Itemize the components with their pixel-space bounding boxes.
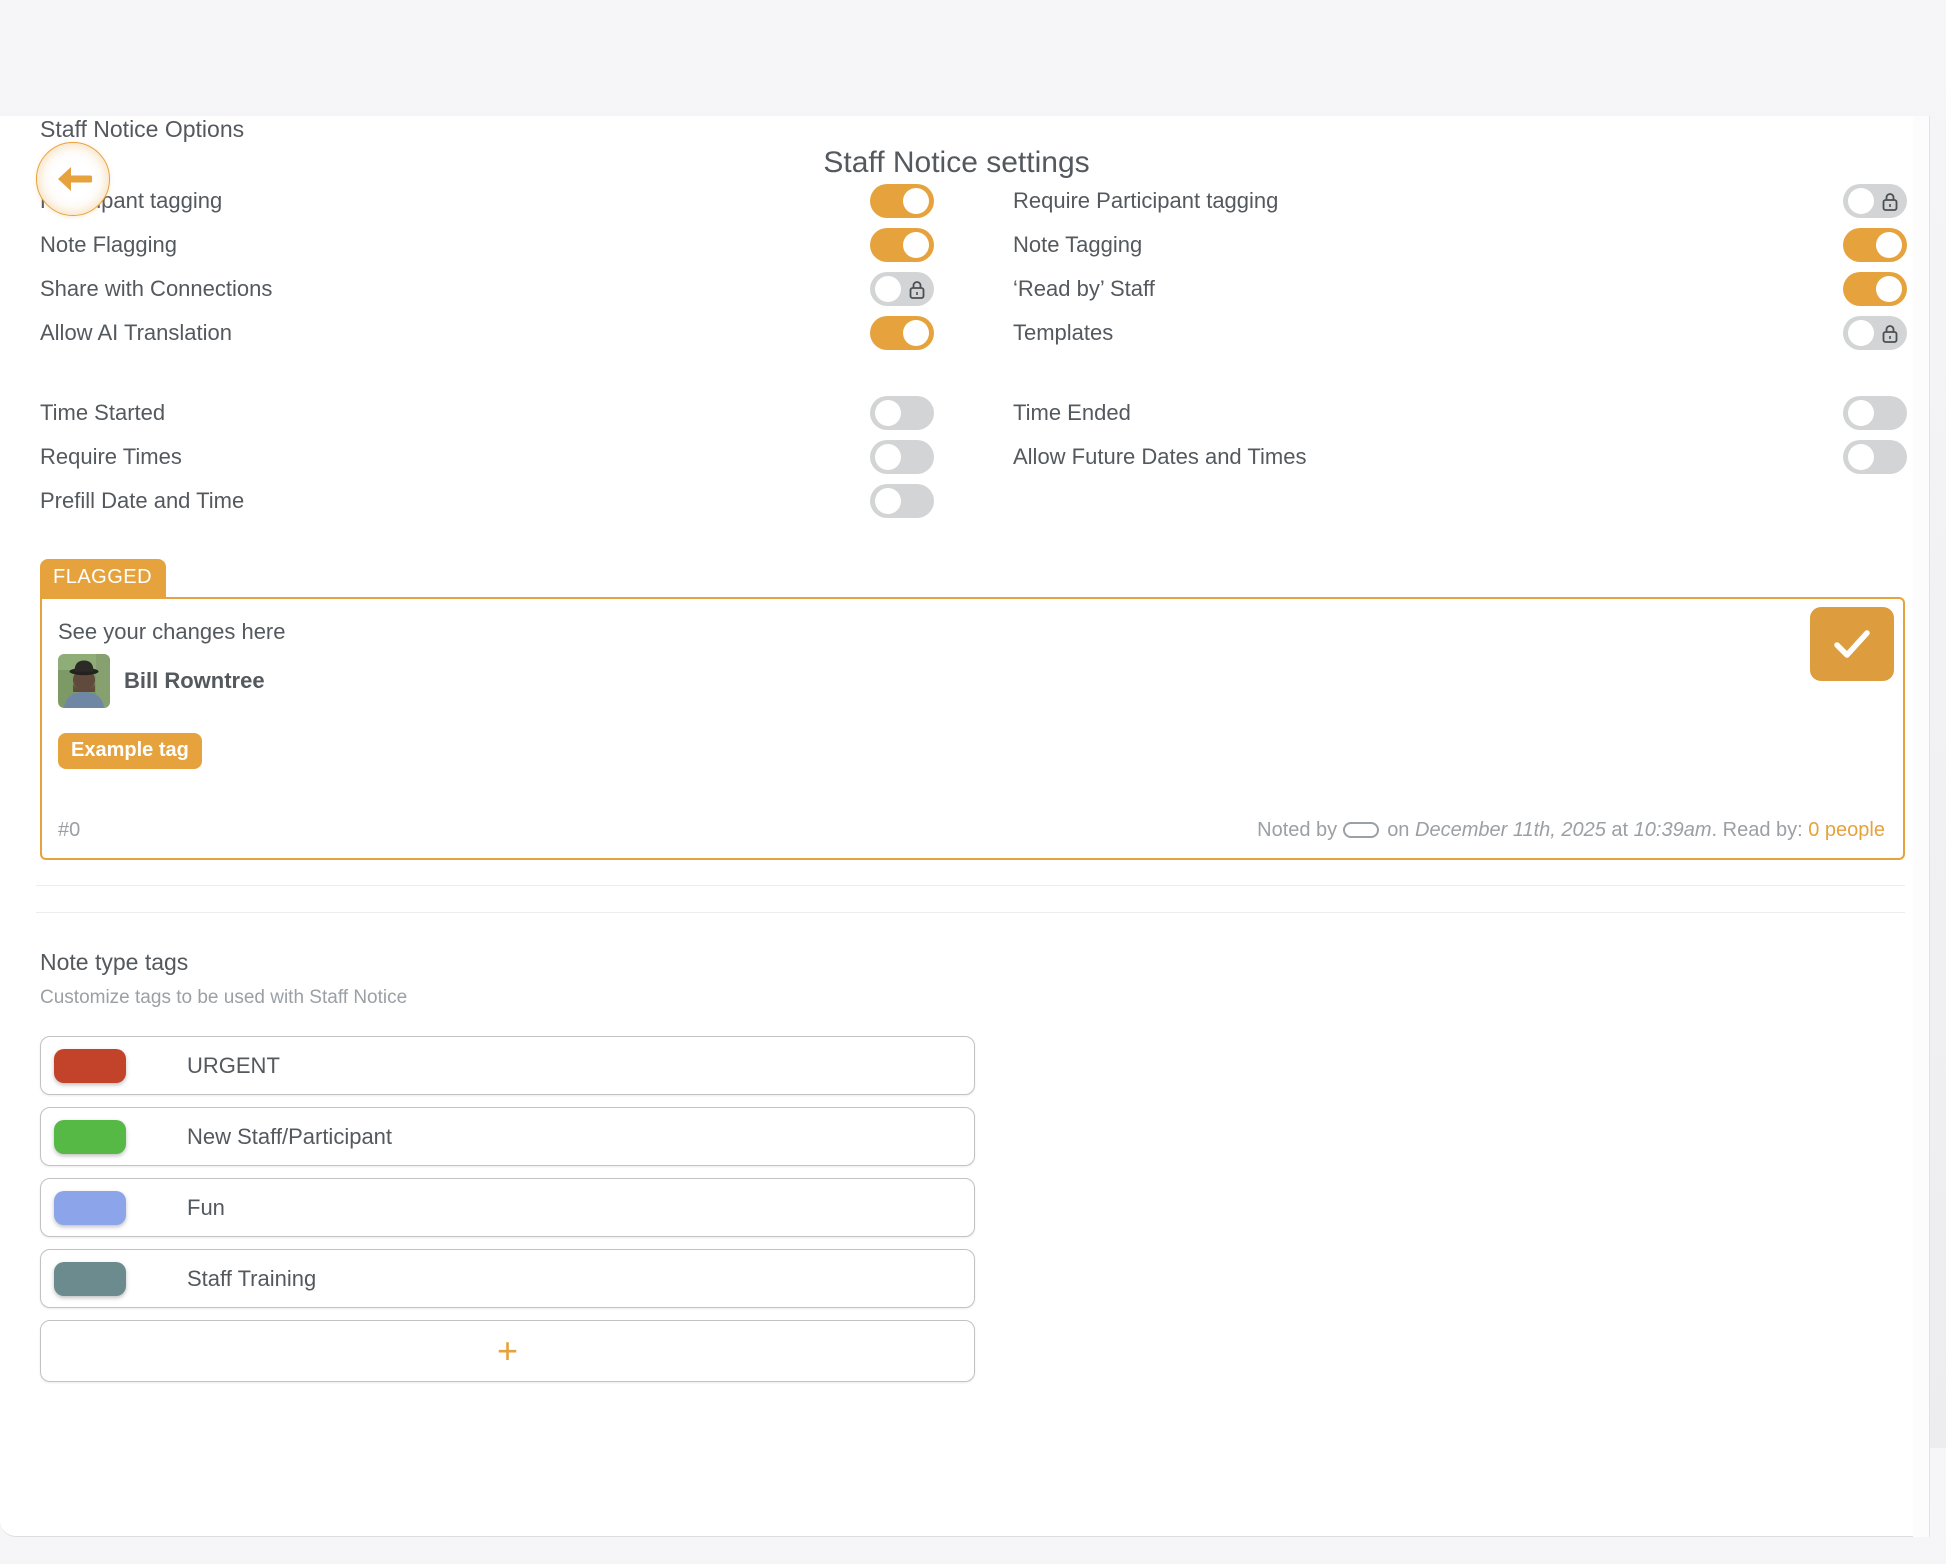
toggle-prefill-date-time[interactable] xyxy=(870,484,934,518)
tag-list: URGENT New Staff/Participant Fun Staff T… xyxy=(40,1036,1929,1382)
section-title-options: Staff Notice Options xyxy=(40,116,245,142)
example-tag-chip[interactable]: Example tag xyxy=(58,733,202,769)
toggle-knob xyxy=(1848,188,1874,214)
option-label-allow-ai-translation: Allow AI Translation xyxy=(40,320,232,345)
tag-color-swatch xyxy=(54,1261,126,1296)
read-by-count-link[interactable]: 0 people xyxy=(1808,819,1885,841)
toggle-note-tagging[interactable] xyxy=(1843,228,1907,262)
note-type-tags-title: Note type tags xyxy=(40,949,189,975)
tag-color-swatch xyxy=(54,1119,126,1154)
option-label-share-with-connections: Share with Connections xyxy=(40,276,273,301)
toggle-knob xyxy=(903,320,929,346)
toggle-knob xyxy=(903,188,929,214)
option-label-require-times: Require Times xyxy=(40,444,182,469)
author-name-placeholder-pill xyxy=(1343,822,1380,838)
toggle-share-with-connections[interactable] xyxy=(870,272,934,306)
options-group-2: Time Started Time Ended Require Times Al… xyxy=(40,391,1907,523)
tag-row-urgent[interactable]: URGENT xyxy=(40,1036,975,1095)
toggle-knob xyxy=(875,400,901,426)
toggle-participant-tagging[interactable] xyxy=(870,184,934,218)
lock-icon xyxy=(909,281,925,299)
options-group-1: Participant tagging Require Participant … xyxy=(40,179,1907,355)
tag-color-swatch xyxy=(54,1190,126,1225)
tag-label: New Staff/Participant xyxy=(187,1123,393,1149)
lock-icon xyxy=(1882,193,1898,211)
scroll-gutter[interactable] xyxy=(1913,116,1929,1537)
option-label-note-tagging: Note Tagging xyxy=(1013,232,1143,257)
tag-row-new-staff-participant[interactable]: New Staff/Participant xyxy=(40,1107,975,1166)
option-label-templates: Templates xyxy=(1013,320,1114,345)
toggle-knob xyxy=(1848,444,1874,470)
toggle-knob xyxy=(875,276,901,302)
toggle-time-started[interactable] xyxy=(870,396,934,430)
note-preview-card: See your changes here xyxy=(40,597,1905,860)
toggle-knob xyxy=(875,444,901,470)
option-label-note-flagging: Note Flagging xyxy=(40,232,177,257)
toggle-knob xyxy=(1848,400,1874,426)
arrow-left-icon xyxy=(58,167,92,191)
toggle-templates[interactable] xyxy=(1843,316,1907,350)
toggle-knob xyxy=(1876,232,1902,258)
toggle-knob xyxy=(1876,276,1902,302)
option-label-time-started: Time Started xyxy=(40,400,166,425)
tag-label: Fun xyxy=(187,1194,225,1220)
toggle-time-ended[interactable] xyxy=(1843,396,1907,430)
confirm-button[interactable] xyxy=(1810,607,1894,681)
tag-color-swatch xyxy=(54,1048,126,1083)
toggle-require-times[interactable] xyxy=(870,440,934,474)
flagged-badge: FLAGGED xyxy=(40,559,167,597)
avatar xyxy=(58,654,110,708)
option-label-prefill-date-time: Prefill Date and Time xyxy=(40,488,245,513)
staff-notice-settings-panel: Staff Notice settings Staff Notice Optio… xyxy=(0,116,1930,1537)
toggle-allow-future-dates[interactable] xyxy=(1843,440,1907,474)
option-label-time-ended: Time Ended xyxy=(1013,400,1131,425)
toggle-read-by-staff[interactable] xyxy=(1843,272,1907,306)
toggle-knob xyxy=(1848,320,1874,346)
note-type-tags-subtitle: Customize tags to be used with Staff Not… xyxy=(40,987,408,1008)
option-label-allow-future-dates: Allow Future Dates and Times xyxy=(1013,444,1307,469)
toggle-knob xyxy=(903,232,929,258)
author-name: Bill Rowntree xyxy=(124,668,265,693)
tag-label: Staff Training xyxy=(187,1265,317,1291)
preview-hint: See your changes here xyxy=(58,619,286,644)
toggle-knob xyxy=(875,488,901,514)
card-footer: #0 Noted by on December 11th, 2025 at 10:… xyxy=(58,819,1885,842)
toggle-allow-ai-translation[interactable] xyxy=(870,316,934,350)
option-label-require-participant-tagging: Require Participant tagging xyxy=(1013,188,1279,213)
note-number: #0 xyxy=(58,819,81,841)
tag-row-staff-training[interactable]: Staff Training xyxy=(40,1249,975,1308)
add-tag-button[interactable]: + xyxy=(40,1320,975,1382)
check-icon xyxy=(1834,630,1870,658)
back-button[interactable] xyxy=(36,142,110,216)
plus-icon: + xyxy=(496,1330,519,1371)
tag-label: URGENT xyxy=(187,1052,280,1078)
lock-icon xyxy=(1882,325,1898,343)
option-label-read-by-staff: ‘Read by’ Staff xyxy=(1013,276,1155,301)
toggle-require-participant-tagging[interactable] xyxy=(1843,184,1907,218)
toggle-note-flagging[interactable] xyxy=(870,228,934,262)
author-row: Bill Rowntree xyxy=(58,654,1885,708)
tag-row-fun[interactable]: Fun xyxy=(40,1178,975,1237)
section-divider xyxy=(36,885,1905,913)
noted-by-line: Noted by on December 11th, 2025 at 10:39a… xyxy=(1257,819,1885,841)
page-title: Staff Notice settings xyxy=(823,146,1090,179)
